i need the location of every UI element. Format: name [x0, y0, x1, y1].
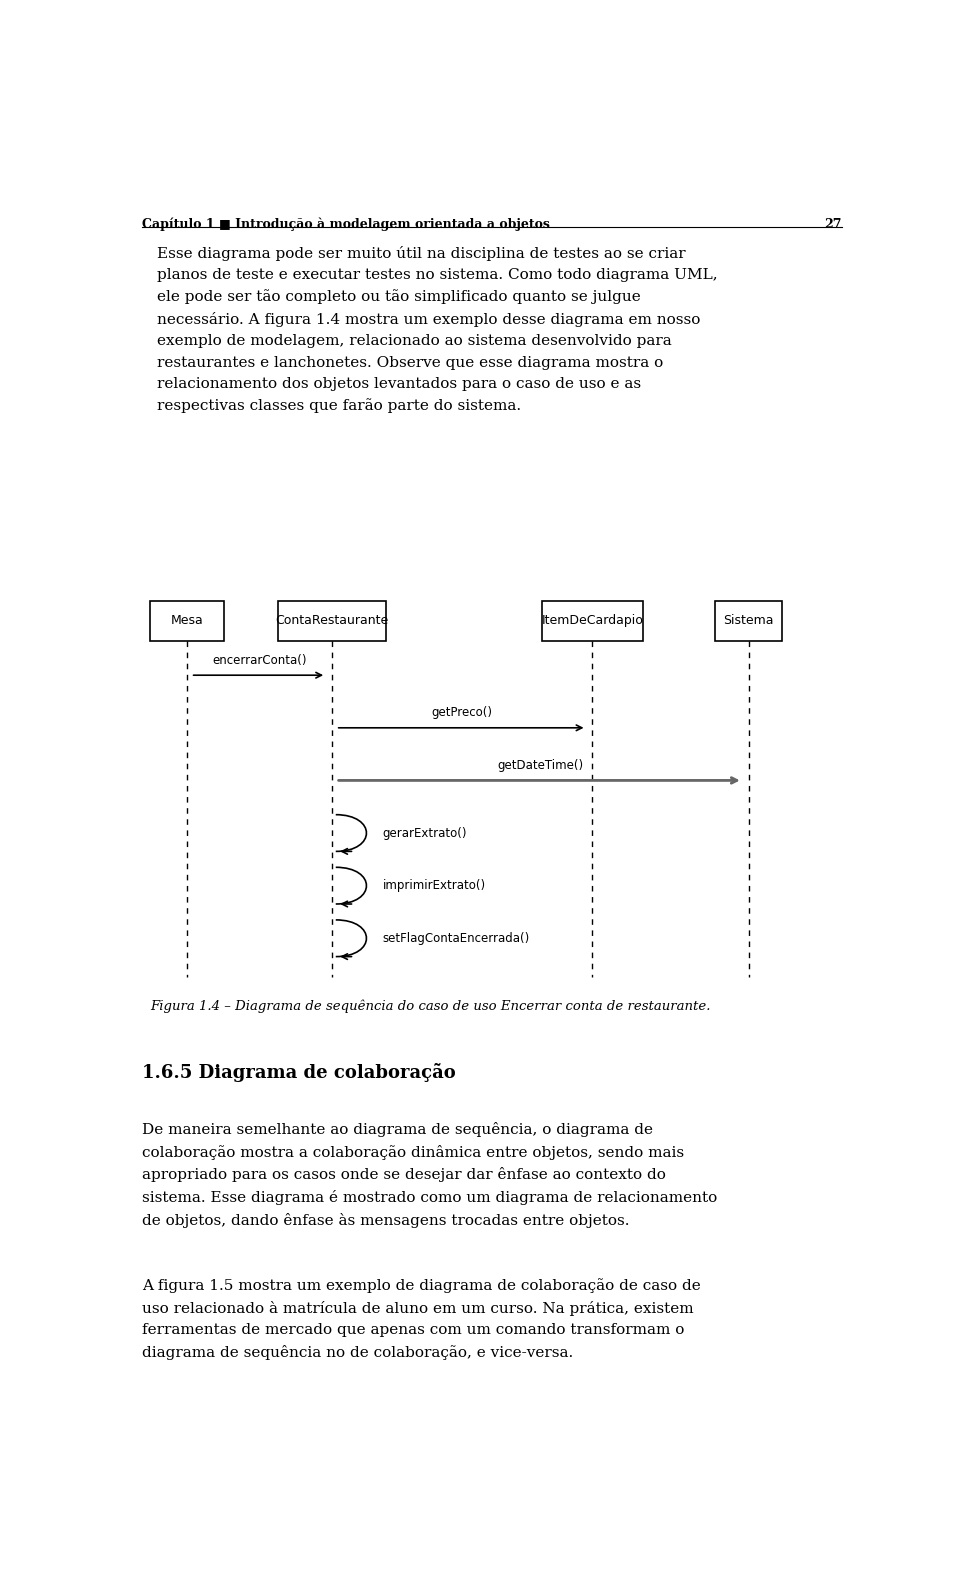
- Text: setFlagContaEncerrada(): setFlagContaEncerrada(): [383, 931, 530, 945]
- Text: Sistema: Sistema: [724, 615, 774, 628]
- FancyBboxPatch shape: [278, 601, 386, 640]
- Text: A figura 1.5 mostra um exemplo de diagrama de colaboração de caso de
uso relacio: A figura 1.5 mostra um exemplo de diagra…: [142, 1279, 701, 1360]
- Text: gerarExtrato(): gerarExtrato(): [383, 826, 468, 839]
- Text: getDateTime(): getDateTime(): [497, 760, 584, 772]
- Text: encerrarConta(): encerrarConta(): [212, 653, 307, 667]
- Text: De maneira semelhante ao diagrama de sequência, o diagrama de
colaboração mostra: De maneira semelhante ao diagrama de seq…: [142, 1122, 717, 1228]
- Text: 1.6.5 Diagrama de colaboração: 1.6.5 Diagrama de colaboração: [142, 1063, 456, 1082]
- Text: ContaRestaurante: ContaRestaurante: [276, 615, 389, 628]
- Text: Esse diagrama pode ser muito útil na disciplina de testes ao se criar
planos de : Esse diagrama pode ser muito útil na dis…: [157, 246, 718, 413]
- Text: Capítulo 1 ■ Introdução à modelagem orientada a objetos: Capítulo 1 ■ Introdução à modelagem orie…: [142, 218, 550, 230]
- Text: Figura 1.4 – Diagrama de sequência do caso de uso Encerrar conta de restaurante.: Figura 1.4 – Diagrama de sequência do ca…: [150, 999, 710, 1012]
- Text: ItemDeCardapio: ItemDeCardapio: [541, 615, 643, 628]
- Text: Mesa: Mesa: [171, 615, 204, 628]
- Text: getPreco(): getPreco(): [432, 706, 492, 720]
- FancyBboxPatch shape: [715, 601, 782, 640]
- FancyBboxPatch shape: [150, 601, 225, 640]
- FancyBboxPatch shape: [542, 601, 642, 640]
- Text: 27: 27: [825, 218, 842, 230]
- Text: imprimirExtrato(): imprimirExtrato(): [383, 879, 486, 891]
